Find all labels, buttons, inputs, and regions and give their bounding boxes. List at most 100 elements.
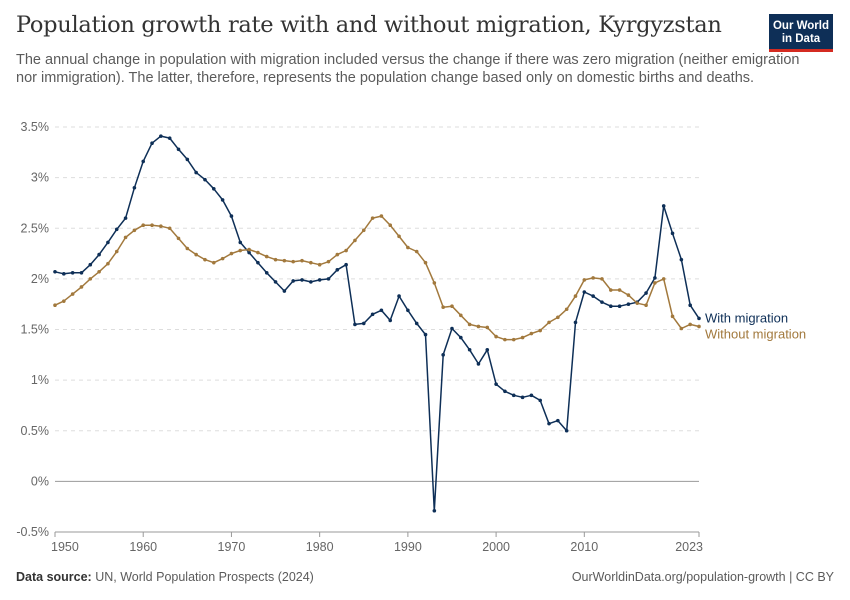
- data-point: [697, 316, 701, 321]
- data-point: [538, 398, 543, 403]
- data-point: [123, 216, 128, 220]
- data-point: [511, 393, 516, 398]
- data-point: [282, 258, 287, 263]
- data-point: [353, 322, 357, 327]
- data-point: [688, 303, 692, 308]
- data-point: [564, 428, 569, 433]
- data-point: [626, 302, 631, 306]
- data-point: [317, 278, 322, 282]
- data-point: [309, 260, 313, 265]
- data-point: [459, 313, 463, 318]
- data-point: [670, 231, 675, 236]
- data-point: [467, 322, 472, 327]
- x-tick-label: 1960: [129, 540, 157, 554]
- data-point: [573, 320, 578, 325]
- data-point: [370, 216, 375, 220]
- data-point: [547, 320, 551, 325]
- series-label: With migration: [705, 310, 788, 325]
- data-point: [203, 177, 207, 182]
- data-point: [141, 223, 146, 228]
- data-point: [229, 214, 234, 218]
- data-point: [441, 353, 445, 357]
- data-point: [335, 252, 340, 257]
- data-point: [79, 285, 84, 289]
- data-point: [494, 334, 498, 339]
- data-point: [459, 335, 463, 340]
- data-point: [608, 304, 613, 309]
- data-point: [432, 281, 437, 285]
- data-point: [335, 267, 340, 272]
- chart-subtitle: The annual change in population with mig…: [16, 52, 800, 86]
- data-point: [344, 262, 348, 267]
- data-point: [564, 307, 569, 312]
- data-point: [326, 259, 331, 264]
- data-point: [62, 272, 66, 276]
- data-point: [62, 299, 66, 303]
- logo-accent-bar: [769, 49, 833, 52]
- data-point: [167, 226, 172, 231]
- data-point: [159, 224, 163, 229]
- data-point: [520, 335, 525, 340]
- data-point: [591, 276, 595, 280]
- data-point: [414, 249, 419, 254]
- data-point: [97, 252, 101, 257]
- y-tick-label: 3.5%: [21, 120, 50, 134]
- data-point: [291, 259, 295, 264]
- data-point: [670, 314, 675, 319]
- data-point: [273, 280, 278, 284]
- data-point: [423, 332, 428, 337]
- y-tick-label: 0%: [31, 474, 49, 488]
- data-point: [247, 250, 251, 255]
- data-point: [388, 223, 393, 228]
- data-point: [679, 326, 684, 331]
- data-point: [644, 303, 648, 308]
- data-point: [582, 278, 587, 282]
- data-point: [697, 324, 701, 329]
- data-point: [485, 347, 490, 352]
- data-point: [256, 260, 260, 265]
- data-point: [123, 235, 128, 240]
- data-point: [141, 159, 146, 164]
- data-point: [441, 305, 445, 310]
- data-point: [573, 294, 578, 298]
- data-point: [132, 228, 137, 233]
- data-point: [661, 204, 666, 208]
- series-with-migration[interactable]: [53, 134, 701, 513]
- data-point: [53, 269, 57, 274]
- data-point: [211, 186, 216, 191]
- x-tick-label: 1980: [306, 540, 334, 554]
- data-point: [423, 260, 428, 265]
- y-tick-label: 0.5%: [21, 424, 50, 438]
- data-point: [309, 280, 313, 284]
- data-point: [79, 271, 84, 275]
- data-point: [432, 508, 437, 513]
- data-point: [529, 331, 534, 336]
- data-point: [688, 322, 692, 327]
- data-point: [256, 250, 260, 255]
- source-url[interactable]: OurWorldinData.org/population-growth | C…: [571, 570, 834, 584]
- data-point: [88, 277, 93, 281]
- data-point: [397, 234, 401, 239]
- data-point: [361, 228, 366, 233]
- data-point: [388, 318, 393, 323]
- data-point: [97, 269, 101, 274]
- data-source-text: UN, World Population Prospects (2024): [95, 570, 314, 584]
- series-without-migration[interactable]: [53, 214, 701, 342]
- logo-line-1: Our World: [772, 20, 829, 32]
- data-point: [106, 240, 110, 245]
- y-tick-label: 2%: [31, 272, 49, 286]
- data-point: [300, 278, 304, 282]
- data-source-label: Data source:: [16, 570, 92, 584]
- data-point: [653, 276, 657, 280]
- data-point: [406, 308, 410, 313]
- y-tick-label: -0.5%: [16, 525, 49, 539]
- data-point: [203, 257, 207, 262]
- data-point: [556, 418, 560, 423]
- owid-logo[interactable]: Our World in Data: [769, 14, 833, 52]
- data-point: [344, 248, 348, 253]
- data-point: [406, 245, 410, 250]
- data-point: [194, 252, 198, 257]
- data-point: [211, 260, 216, 265]
- data-source: Data source: UN, World Population Prospe…: [16, 570, 314, 584]
